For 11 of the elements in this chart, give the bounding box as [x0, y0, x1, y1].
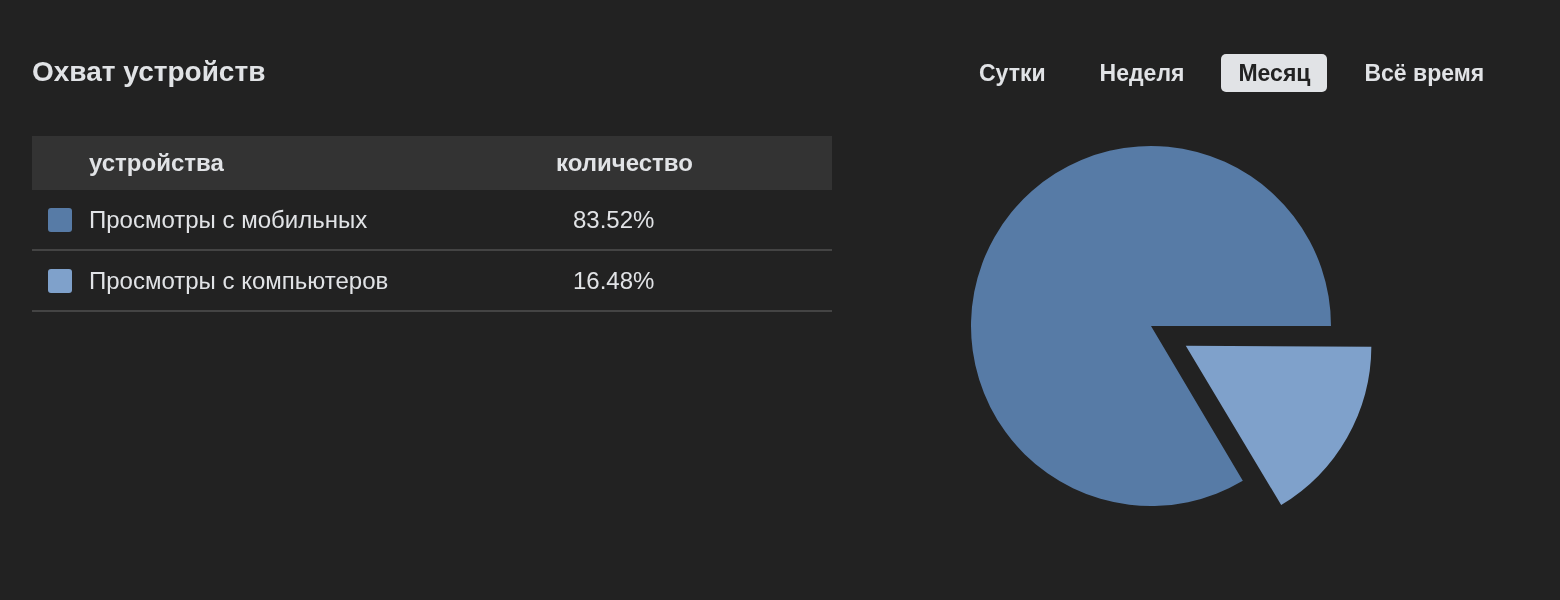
data-label: 16.48%	[573, 266, 655, 295]
chart-title: Охват устройств	[32, 56, 266, 87]
legend-title: устройства	[89, 149, 224, 177]
text: Неделя	[1099, 60, 1185, 86]
text: количество	[556, 149, 693, 177]
data-label: 83.52%	[573, 205, 655, 234]
legend-label: Просмотры с компьютеров	[89, 266, 389, 295]
legend-label: Просмотры с мобильных	[89, 205, 368, 234]
selected-tab: Месяц	[1221, 54, 1328, 92]
text: Всё время	[1364, 60, 1485, 86]
text: Сутки	[979, 60, 1046, 86]
